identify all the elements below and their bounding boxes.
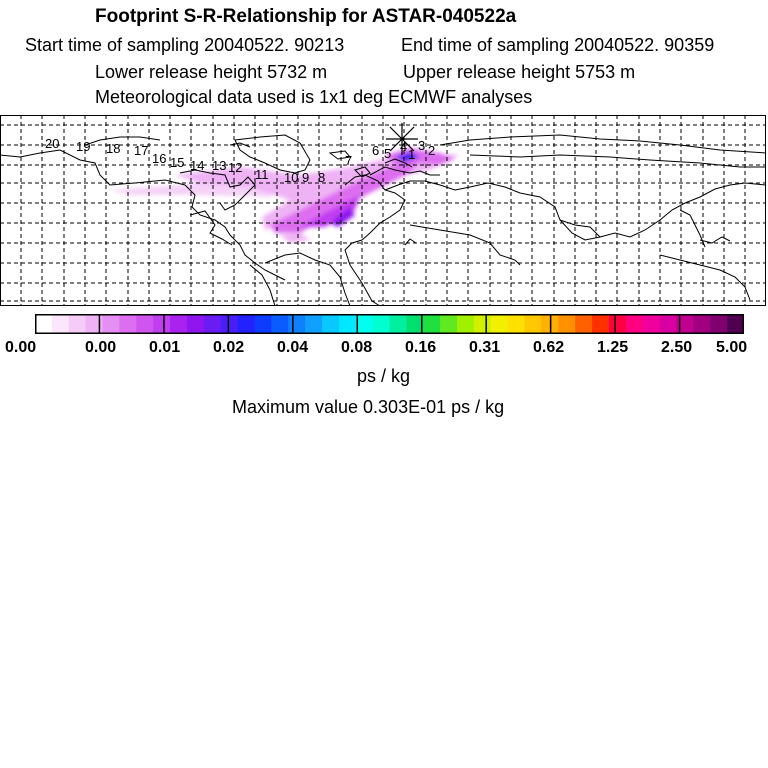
colorbar-cell [372, 314, 391, 334]
colorbar-cell [524, 314, 543, 334]
day-label: 6 [372, 143, 379, 158]
colorbar-cell [608, 314, 627, 334]
footprint-map: 20 19 18 17 16 15 14 13 12 11 10 9 8 7 6 5 4 3 21 [0, 115, 766, 306]
colorbar-cell [440, 314, 458, 334]
colorbar-tick-6: 0.16 [405, 339, 437, 356]
day-label: 8 [318, 170, 325, 185]
colorbar-cell [355, 314, 374, 334]
colorbar-cell [727, 314, 744, 334]
day-label: 12 [228, 160, 242, 175]
colorbar-tick-5: 0.08 [341, 339, 373, 356]
end-time-label: End time of sampling 20040522. 90359 [401, 35, 715, 55]
colorbar-cell [102, 314, 120, 334]
colorbar-cell [271, 314, 289, 334]
colorbar-cell [575, 314, 593, 334]
lower-height-label: Lower release height 5732 m [95, 62, 328, 82]
day-labels: 20 19 18 17 16 15 14 13 12 11 10 9 8 7 6 5 4 3 21 [45, 136, 435, 185]
colorbar-tick-2: 0.01 [149, 339, 181, 356]
colorbar-cell [693, 314, 711, 334]
colorbar-cell [625, 314, 644, 334]
day-label: 20 [45, 136, 59, 151]
colorbar-cell [51, 314, 70, 334]
maximum-value-label: Maximum value 0.303E-01 ps / kg [232, 397, 505, 417]
colorbar-cell [507, 314, 526, 334]
colorbar-cell [119, 314, 137, 334]
colorbar-tick-8: 0.62 [533, 339, 565, 356]
colorbar-cell [237, 314, 256, 334]
day-label: 10 [284, 170, 298, 185]
met-data-label: Meteorological data used is 1x1 deg ECMW… [95, 87, 533, 107]
colorbar-cell [473, 314, 492, 334]
colorbar-cell [457, 314, 475, 334]
colorbar-cell [170, 314, 188, 334]
colorbar-cell [659, 314, 678, 334]
colorbar-tick-3: 0.02 [213, 339, 245, 356]
colorbar-tick-4: 0.04 [277, 339, 309, 356]
colorbar-cell [490, 314, 509, 334]
colorbar-cell [220, 314, 239, 334]
colorbar-cell [68, 314, 87, 334]
day-label: 1 [408, 147, 415, 162]
footprint-plume [110, 148, 460, 243]
colorbar-cell [288, 314, 306, 334]
colorbar-cell [203, 314, 222, 334]
colorbar-cell [423, 314, 441, 334]
colorbar-tick-0: 0.00 [5, 339, 37, 356]
colorbar-cell [642, 314, 661, 334]
upper-height-label: Upper release height 5753 m [403, 62, 636, 82]
colorbar [35, 314, 744, 334]
start-time-label: Start time of sampling 20040522. 90213 [25, 35, 345, 55]
colorbar-cell [676, 314, 694, 334]
colorbar-cell [136, 314, 154, 334]
colorbar-cell [305, 314, 323, 334]
colorbar-cell [186, 314, 205, 334]
colorbar-tick-1: 0.00 [85, 339, 117, 356]
day-label: 17 [134, 143, 148, 158]
day-label: 19 [76, 139, 90, 154]
colorbar-cell [254, 314, 272, 334]
day-label: 2 [428, 143, 435, 158]
colorbar-cell [389, 314, 407, 334]
colorbar-cell [338, 314, 357, 334]
colorbar-cell [321, 314, 340, 334]
colorbar-tick-10: 2.50 [661, 339, 693, 356]
colorbar-cell [406, 314, 424, 334]
day-label: 5 [384, 146, 391, 161]
colorbar-cell [35, 314, 53, 334]
day-label: 7 [345, 153, 352, 168]
day-label: 18 [106, 141, 120, 156]
day-label: 13 [212, 158, 226, 173]
colorbar-cell [85, 314, 104, 334]
colorbar-tick-9: 1.25 [597, 339, 629, 356]
colorbar-cell [558, 314, 576, 334]
day-label: 14 [190, 158, 204, 173]
colorbar-cell [592, 314, 610, 334]
day-label: 9 [302, 170, 309, 185]
day-label: 3 [418, 138, 425, 153]
day-label: 15 [170, 155, 184, 170]
colorbar-cell [153, 314, 171, 334]
plot-title: Footprint S-R-Relationship for ASTAR-040… [95, 6, 517, 27]
map-frame [0, 115, 766, 306]
release-site-marker [386, 123, 418, 155]
colorbar-unit: ps / kg [357, 366, 411, 386]
day-label: 16 [152, 151, 166, 166]
colorbar-tick-7: 0.31 [469, 339, 501, 356]
colorbar-cell [710, 314, 728, 334]
graticule [0, 115, 766, 306]
day-label: 11 [255, 167, 269, 182]
colorbar-tick-11: 5.00 [716, 339, 748, 356]
day-label: 4 [400, 139, 407, 154]
